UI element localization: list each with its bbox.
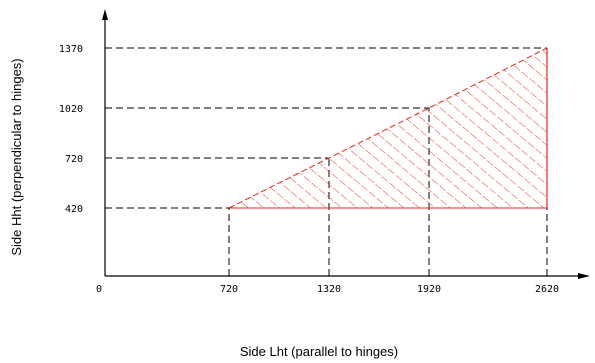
x-axis-arrow [578, 273, 590, 279]
region-upper-boundary [228, 47, 548, 209]
x-tick-label-2: 1920 [417, 284, 441, 295]
region-hatch [229, 48, 547, 208]
y-tick-label-0: 420 [65, 204, 83, 215]
x-axis-title: Side Lht (parallel to hinges) [240, 344, 398, 359]
origin-label: 0 [96, 284, 102, 295]
y-axis-arrow [102, 9, 108, 20]
axes [102, 9, 590, 279]
x-tick-label-0: 720 [220, 284, 238, 295]
x-tick-label-1: 1320 [317, 284, 341, 295]
x-tick-label-3: 2620 [535, 284, 559, 295]
y-tick-label-3: 1370 [59, 44, 83, 55]
tick-labels: 720 1320 1920 2620 420 720 1020 1370 [59, 44, 559, 295]
y-axis-title: Side Hht (perpendicular to hinges) [9, 58, 24, 255]
y-tick-label-2: 1020 [59, 104, 83, 115]
feasible-region [228, 47, 548, 209]
y-tick-label-1: 720 [65, 154, 83, 165]
